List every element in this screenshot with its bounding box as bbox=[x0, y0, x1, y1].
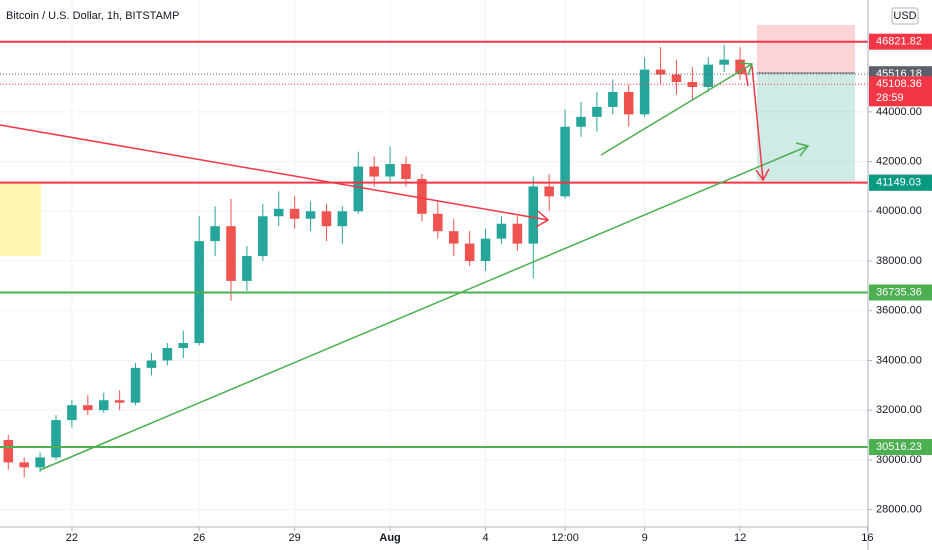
candle-body bbox=[321, 211, 332, 227]
candle-body bbox=[130, 367, 141, 403]
x-tick-label: 12 bbox=[734, 532, 746, 544]
y-tick-label: 34000.00 bbox=[876, 354, 922, 366]
candle-body bbox=[51, 420, 61, 458]
candle-body bbox=[146, 360, 157, 368]
candle-body bbox=[35, 457, 45, 468]
candle-body bbox=[305, 211, 316, 219]
candle-body bbox=[258, 216, 268, 257]
candle-body bbox=[114, 400, 125, 403]
candle-body bbox=[178, 343, 189, 349]
x-tick-label: 26 bbox=[193, 532, 205, 544]
candle-body bbox=[210, 226, 220, 242]
x-tick-label: 22 bbox=[66, 532, 78, 544]
candle-body bbox=[512, 223, 523, 244]
y-tick-label: 36000.00 bbox=[876, 305, 922, 317]
candle-body bbox=[67, 405, 77, 421]
y-tick-label: 44000.00 bbox=[876, 106, 922, 118]
candle-body bbox=[464, 243, 475, 262]
level-tag-box bbox=[869, 439, 932, 456]
candle-body bbox=[687, 82, 698, 88]
candle-body bbox=[719, 59, 729, 65]
candle-body bbox=[3, 439, 14, 463]
candle-body bbox=[369, 166, 379, 177]
countdown: 28:59 bbox=[876, 92, 904, 104]
candle-body bbox=[560, 126, 570, 197]
price-tag-box bbox=[869, 174, 932, 191]
level-tag-label: 30516.23 bbox=[876, 441, 922, 453]
trend-line bbox=[39, 145, 809, 471]
price-tag-label: 41149.03 bbox=[876, 177, 921, 189]
level-tag-box bbox=[869, 33, 932, 50]
x-tick-label: 16 bbox=[861, 532, 873, 544]
candle-body bbox=[496, 223, 507, 239]
trend-line bbox=[600, 63, 753, 156]
candle-body bbox=[433, 213, 443, 232]
y-tick-label: 32000.00 bbox=[876, 404, 922, 416]
x-tick-label: Aug bbox=[379, 532, 400, 544]
stop-zone bbox=[757, 25, 855, 73]
candle-body bbox=[83, 405, 93, 411]
highlight-box bbox=[0, 182, 41, 256]
candle-body bbox=[417, 178, 427, 214]
axis: 28000.00 30000.00 32000.00 34000.00 36000.00… bbox=[66, 33, 932, 544]
candle-body bbox=[592, 106, 602, 117]
x-tick-label: 9 bbox=[642, 532, 648, 544]
y-tick-label: 30000.00 bbox=[876, 454, 922, 466]
price-tag-label: 45108.36 bbox=[876, 78, 922, 90]
level-tag-label: 46821.82 bbox=[876, 36, 922, 48]
x-tick-label: 29 bbox=[289, 532, 301, 544]
arrow-head bbox=[795, 142, 810, 157]
trend-line bbox=[751, 65, 764, 181]
candle-body bbox=[353, 166, 364, 212]
candle-body bbox=[337, 211, 348, 227]
chart-title: Bitcoin / U.S. Dollar, 1h, BITSTAMP bbox=[6, 10, 179, 22]
candle-body bbox=[576, 116, 586, 127]
candle-body bbox=[226, 226, 236, 281]
trend-line bbox=[0, 124, 549, 221]
levels bbox=[0, 40, 868, 449]
target-zone bbox=[757, 73, 855, 181]
candle-body bbox=[528, 186, 539, 244]
trend-line bbox=[744, 67, 749, 87]
y-tick-label: 38000.00 bbox=[876, 255, 922, 267]
candle-body bbox=[19, 462, 29, 468]
currency-box bbox=[891, 7, 919, 25]
arrow-head bbox=[535, 210, 550, 228]
level-tag-box bbox=[869, 284, 932, 301]
y-tick-label: 28000.00 bbox=[876, 504, 922, 516]
candle-body bbox=[385, 164, 395, 177]
candle-body bbox=[703, 64, 714, 88]
x-tick-label: 4 bbox=[482, 532, 488, 544]
x-tick-label: 12:00 bbox=[551, 532, 579, 544]
level-tag-label: 36735.36 bbox=[876, 286, 922, 298]
candle-body bbox=[480, 238, 491, 262]
arrow-head bbox=[755, 168, 770, 182]
candle-body bbox=[162, 348, 173, 361]
candle-body bbox=[273, 208, 284, 217]
y-tick-label: 42000.00 bbox=[876, 155, 922, 167]
candle-body bbox=[623, 91, 634, 115]
candle-body bbox=[401, 164, 411, 179]
candle-body bbox=[448, 231, 459, 244]
price-tag-box bbox=[869, 76, 932, 107]
candle-body bbox=[289, 208, 300, 219]
candle-body bbox=[98, 400, 109, 411]
candle-body bbox=[544, 186, 554, 197]
drawings bbox=[0, 62, 810, 471]
candle-body bbox=[671, 74, 682, 83]
candle-body bbox=[639, 69, 650, 115]
candle-body bbox=[655, 69, 666, 75]
arrow-head bbox=[739, 62, 754, 76]
candle-body bbox=[735, 59, 745, 75]
candle-body bbox=[242, 256, 252, 281]
y-tick-label: 40000.00 bbox=[876, 205, 922, 217]
candle-body bbox=[608, 91, 618, 107]
currency-label: USD bbox=[893, 10, 916, 22]
